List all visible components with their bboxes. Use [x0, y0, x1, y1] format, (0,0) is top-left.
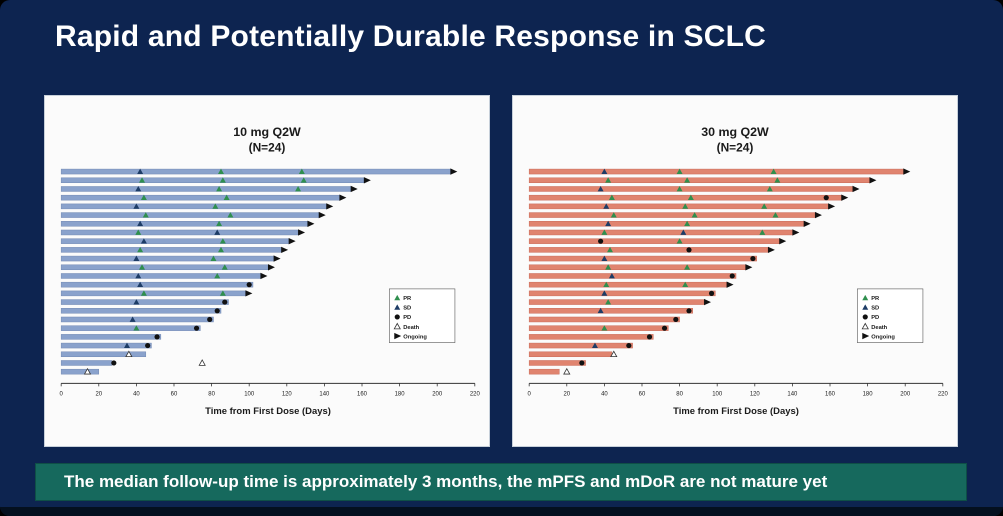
svg-text:(N=24): (N=24) [717, 141, 754, 155]
svg-text:220: 220 [470, 391, 481, 397]
svg-text:20: 20 [563, 391, 570, 397]
svg-text:120: 120 [750, 391, 761, 397]
svg-text:60: 60 [171, 391, 178, 397]
svg-text:220: 220 [938, 391, 949, 397]
svg-text:160: 160 [357, 391, 368, 397]
svg-text:(N=24): (N=24) [249, 141, 286, 155]
svg-text:30 mg Q2W: 30 mg Q2W [701, 125, 769, 139]
svg-text:10 mg Q2W: 10 mg Q2W [233, 125, 301, 139]
svg-text:Death: Death [403, 325, 419, 331]
chart-panel-10mg: 10 mg Q2W (N=24) 0 20 40 60 80 100 120 140 160 180 2… [44, 95, 490, 447]
svg-text:100: 100 [244, 391, 255, 397]
svg-text:Time from First Dose (Days): Time from First Dose (Days) [205, 406, 331, 417]
svg-text:140: 140 [319, 391, 330, 397]
svg-text:Time from First Dose (Days): Time from First Dose (Days) [673, 406, 799, 417]
svg-text:120: 120 [282, 391, 293, 397]
svg-text:140: 140 [787, 391, 798, 397]
svg-text:100: 100 [712, 391, 723, 397]
svg-text:20: 20 [95, 391, 102, 397]
svg-text:Ongoing: Ongoing [871, 334, 895, 340]
svg-text:PD: PD [403, 315, 411, 321]
footnote-banner: The median follow-up time is approximate… [35, 463, 967, 501]
svg-text:160: 160 [825, 391, 836, 397]
svg-text:0: 0 [60, 391, 64, 397]
chart-panel-30mg: 30 mg Q2W (N=24) 0 20 40 60 80 100 120 140 160 180 2… [512, 95, 958, 447]
svg-text:Death: Death [871, 325, 887, 331]
svg-text:PD: PD [871, 315, 879, 321]
svg-text:SD: SD [403, 306, 411, 312]
svg-text:80: 80 [208, 391, 215, 397]
svg-text:80: 80 [676, 391, 683, 397]
svg-text:PR: PR [871, 296, 880, 302]
svg-text:200: 200 [900, 391, 911, 397]
svg-text:Ongoing: Ongoing [403, 334, 427, 340]
charts-row: 10 mg Q2W (N=24) 0 20 40 60 80 100 120 140 160 180 2… [44, 95, 959, 447]
bottom-edge-strip [0, 507, 1003, 516]
swimmer-chart-30mg: 30 mg Q2W (N=24) 0 20 40 60 80 100 120 140 160 180 2… [528, 125, 949, 417]
swimmer-chart-10mg: 10 mg Q2W (N=24) 0 20 40 60 80 100 120 140 160 180 2… [60, 125, 481, 417]
svg-text:SD: SD [871, 306, 879, 312]
svg-text:0: 0 [528, 391, 532, 397]
svg-text:40: 40 [133, 391, 140, 397]
footnote-text: The median follow-up time is approximate… [64, 472, 828, 491]
svg-text:180: 180 [863, 391, 874, 397]
svg-text:PR: PR [403, 296, 412, 302]
svg-text:40: 40 [601, 391, 608, 397]
svg-text:200: 200 [432, 391, 443, 397]
slide-title: Rapid and Potentially Durable Response i… [55, 20, 766, 53]
svg-text:180: 180 [395, 391, 406, 397]
svg-text:60: 60 [639, 391, 646, 397]
